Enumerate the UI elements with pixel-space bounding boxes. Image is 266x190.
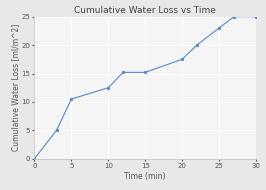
Y-axis label: Cumulative Water Loss [ml/m^2]: Cumulative Water Loss [ml/m^2] xyxy=(11,24,20,151)
Title: Cumulative Water Loss vs Time: Cumulative Water Loss vs Time xyxy=(74,6,216,15)
X-axis label: Time (min): Time (min) xyxy=(124,172,166,181)
